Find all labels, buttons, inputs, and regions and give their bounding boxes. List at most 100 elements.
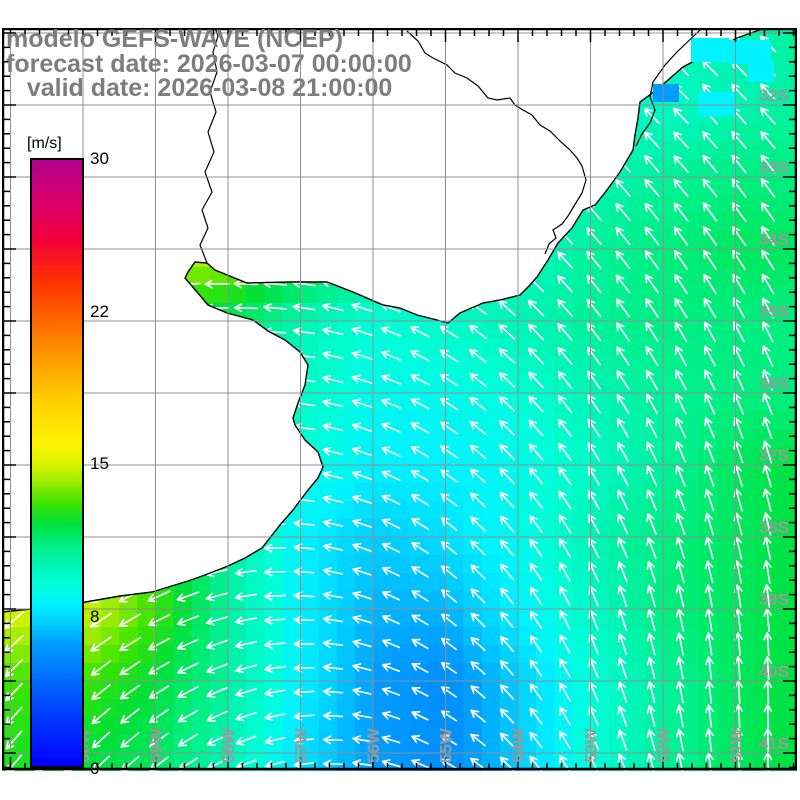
wind-arrow bbox=[499, 444, 515, 460]
wind-arrow bbox=[352, 494, 372, 505]
wind-arrow bbox=[499, 708, 515, 724]
wind-arrow bbox=[322, 470, 344, 480]
lat-axis-label: 40S bbox=[759, 662, 789, 681]
wind-arrow bbox=[674, 345, 688, 367]
wind-arrow bbox=[529, 707, 543, 725]
wind-arrow bbox=[643, 131, 661, 149]
wind-arrow bbox=[759, 83, 777, 101]
wind-arrow bbox=[704, 512, 715, 536]
frame-layer bbox=[2, 28, 797, 771]
wind-arrow bbox=[499, 420, 515, 436]
wind-arrow bbox=[615, 202, 631, 222]
wind-arrow bbox=[705, 704, 714, 728]
wind-arrow bbox=[646, 536, 657, 560]
wind-arrow bbox=[529, 586, 543, 606]
wind-arrow bbox=[528, 395, 544, 413]
wind-arrow bbox=[762, 536, 772, 560]
wind-arrow bbox=[529, 491, 543, 509]
wind-arrow bbox=[675, 584, 685, 608]
wind-arrow bbox=[410, 350, 430, 362]
wind-arrow bbox=[645, 369, 659, 391]
wind-arrow bbox=[264, 639, 286, 649]
wind-arrow bbox=[527, 299, 545, 317]
wind-arrow bbox=[703, 273, 717, 295]
wind-arrow bbox=[91, 707, 111, 725]
wind-arrow bbox=[763, 679, 773, 705]
wind-arrow bbox=[352, 735, 372, 744]
wind-arrow bbox=[616, 346, 630, 366]
wind-arrow bbox=[617, 753, 627, 771]
wind-arrow bbox=[675, 728, 685, 752]
axis-labels-layer: 32S33S34S35S36S37S38S39S40S41S60W59W58W5… bbox=[74, 86, 789, 763]
wind-arrow bbox=[147, 590, 171, 603]
river-line bbox=[406, 30, 587, 255]
wind-arrow bbox=[177, 686, 199, 699]
wind-arrow bbox=[643, 107, 661, 125]
wind-arrow bbox=[439, 397, 459, 411]
colorbar-tick-label: 8 bbox=[90, 606, 100, 626]
wind-arrow bbox=[322, 567, 344, 576]
wind-arrow bbox=[411, 662, 429, 674]
wind-arrow bbox=[381, 542, 401, 553]
wind-arrow bbox=[763, 655, 773, 681]
wind-arrow bbox=[322, 663, 344, 673]
wind-arrow bbox=[529, 515, 543, 533]
wind-arrow bbox=[559, 682, 571, 702]
wind-arrow bbox=[235, 711, 257, 722]
wind-arrow bbox=[558, 490, 572, 510]
wind-arrow bbox=[762, 321, 774, 343]
wind-arrow bbox=[763, 751, 773, 771]
wind-arrow bbox=[760, 107, 776, 125]
wind-arrow bbox=[762, 512, 772, 536]
wind-arrow bbox=[557, 251, 573, 269]
wind-arrow bbox=[644, 178, 660, 198]
wind-arrow bbox=[469, 468, 487, 484]
wind-arrow bbox=[646, 752, 656, 771]
wind-arrow bbox=[470, 661, 486, 675]
wind-arrow bbox=[469, 492, 487, 508]
wind-arrow bbox=[617, 513, 629, 535]
wind-arrow bbox=[264, 591, 286, 601]
wind-arrow bbox=[352, 663, 372, 672]
wind-arrow bbox=[470, 516, 486, 532]
wind-arrow bbox=[322, 543, 344, 552]
wind-arrow bbox=[586, 346, 602, 366]
wind-arrow bbox=[352, 518, 372, 528]
wind-arrow bbox=[119, 636, 141, 652]
wind-arrow bbox=[529, 683, 543, 701]
wind-arrow bbox=[646, 680, 656, 704]
wind-arrow bbox=[293, 663, 315, 673]
wind-arrow bbox=[762, 392, 773, 416]
wind-arrow bbox=[704, 488, 715, 512]
wind-arrow bbox=[762, 464, 772, 488]
wind-arrow bbox=[206, 734, 228, 746]
wind-arrow bbox=[205, 616, 229, 626]
lagoon-cell bbox=[698, 92, 736, 116]
wind-arrow bbox=[615, 274, 631, 294]
wind-arrow bbox=[264, 712, 286, 722]
lat-axis-label: 41S bbox=[759, 734, 789, 753]
wind-arrow bbox=[234, 592, 258, 602]
wind-arrow bbox=[675, 680, 685, 704]
wind-arrow bbox=[352, 542, 372, 552]
wind-arrow bbox=[528, 467, 544, 485]
wind-arrow bbox=[762, 560, 772, 584]
wind-arrow bbox=[588, 633, 599, 655]
wind-arrow bbox=[293, 615, 315, 625]
wind-arrow bbox=[529, 731, 543, 749]
land-polygon bbox=[2, 28, 766, 613]
wind-arrow bbox=[528, 371, 544, 389]
wind-arrow bbox=[705, 752, 714, 771]
wind-arrow bbox=[235, 688, 257, 698]
wind-arrow bbox=[440, 445, 458, 459]
lon-axis-label: 51W bbox=[727, 727, 746, 763]
wind-arrow bbox=[704, 632, 714, 656]
wind-arrow bbox=[411, 566, 429, 578]
wind-arrow bbox=[674, 297, 688, 319]
lon-axis-label: 59W bbox=[147, 727, 166, 763]
wind-arrow bbox=[675, 704, 685, 728]
wind-arrow bbox=[616, 418, 630, 438]
wind-arrow bbox=[410, 446, 430, 458]
wind-arrow bbox=[527, 323, 545, 341]
wind-arrow bbox=[470, 757, 486, 771]
